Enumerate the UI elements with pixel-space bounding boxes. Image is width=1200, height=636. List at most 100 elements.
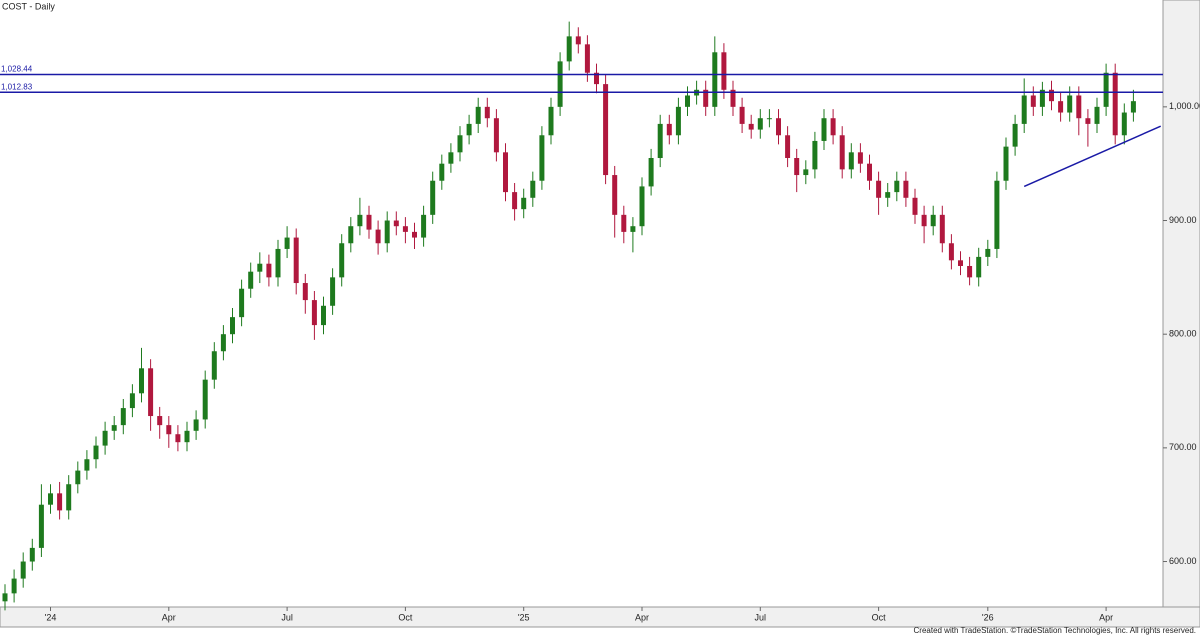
candle-body — [75, 470, 81, 485]
candle-body — [211, 351, 217, 380]
candle-body — [621, 214, 627, 232]
candle-body — [38, 504, 44, 548]
candle-body — [785, 135, 791, 159]
candle-body — [193, 419, 199, 431]
candle-body — [575, 36, 581, 45]
candle-body — [712, 52, 718, 107]
candle-body — [148, 368, 154, 417]
candle-body — [57, 493, 63, 511]
x-tick-label: Jul — [755, 612, 767, 622]
candle-body — [1021, 95, 1027, 124]
candle-body — [685, 95, 690, 107]
candle-body — [84, 459, 90, 471]
candle-body — [648, 158, 654, 187]
candle-body — [666, 123, 672, 136]
candle-body — [284, 237, 290, 249]
candle-body — [493, 118, 499, 153]
candle-body — [439, 163, 445, 181]
candle-body — [821, 118, 827, 141]
x-tick-label: Jul — [281, 612, 293, 622]
x-tick-label: '25 — [518, 612, 530, 622]
candle-body — [184, 430, 190, 443]
candle-body — [330, 277, 336, 306]
candle-body — [175, 434, 181, 443]
candle-body — [521, 197, 527, 210]
candle-body — [239, 288, 245, 318]
candle-body — [220, 334, 226, 352]
candle-body — [139, 368, 144, 394]
candle-body — [120, 408, 126, 426]
candle-body — [430, 180, 436, 215]
y-tick-label: 600.00 — [1169, 556, 1197, 566]
candle-body — [721, 52, 727, 90]
x-tick-label: '24 — [45, 612, 57, 622]
candle-body — [548, 106, 554, 136]
candle-body — [967, 265, 973, 278]
candle-body — [958, 260, 963, 266]
candle-body — [257, 263, 263, 272]
candle-body — [375, 229, 381, 244]
candle-body — [876, 180, 882, 198]
x-axis-panel — [0, 606, 1200, 628]
candle-body — [457, 135, 463, 153]
candle-body — [1130, 101, 1136, 113]
candle-body — [1103, 72, 1109, 107]
level-label: 1,028.44 — [1, 65, 33, 74]
candle-body — [994, 180, 1000, 249]
y-tick-label: 900.00 — [1169, 215, 1197, 225]
candle-body — [639, 186, 645, 227]
candle-body — [102, 430, 108, 446]
trendline — [1023, 125, 1162, 188]
candle-body — [248, 271, 254, 289]
candle-body — [29, 547, 35, 562]
x-tick-label: '26 — [982, 612, 994, 622]
candle-body — [794, 158, 800, 176]
candle-body — [1067, 95, 1073, 113]
candle-body — [630, 226, 636, 232]
candle-body — [603, 84, 609, 176]
candle-body — [448, 152, 454, 164]
candle-body — [730, 89, 736, 107]
candle-body — [903, 180, 909, 198]
candle-body — [703, 89, 709, 107]
candle-body — [384, 220, 390, 244]
candle-body — [11, 578, 17, 594]
candle-body — [612, 175, 618, 215]
candle-body — [1003, 146, 1009, 181]
candle-body — [803, 169, 809, 176]
candle-body — [66, 484, 72, 511]
candle-body — [1112, 72, 1118, 136]
candle-body — [402, 226, 408, 232]
candle-body — [484, 106, 490, 119]
candle-body — [339, 243, 345, 278]
candle-body — [867, 163, 872, 181]
candle-body — [512, 192, 518, 210]
candle-body — [366, 214, 372, 230]
candle-body — [594, 72, 599, 85]
y-axis-panel — [1162, 0, 1200, 608]
candle-body — [166, 425, 172, 435]
candle-body — [302, 283, 308, 301]
candle-body — [766, 118, 772, 120]
candle-body — [566, 36, 572, 62]
x-tick-label: Oct — [872, 612, 887, 622]
candle-body — [748, 123, 754, 130]
candle-body — [657, 123, 663, 159]
candle-body — [1121, 112, 1127, 136]
candle-body — [757, 118, 763, 130]
x-tick-label: Apr — [162, 612, 176, 622]
candle-body — [348, 226, 354, 244]
candle-body — [830, 118, 836, 136]
candle-body — [1094, 106, 1100, 124]
candle-body — [93, 445, 99, 460]
candle-body — [111, 425, 117, 431]
candle-body — [912, 197, 918, 215]
candle-body — [275, 248, 281, 278]
candle-body — [311, 300, 317, 326]
candle-body — [948, 243, 954, 261]
candle-body — [266, 263, 272, 278]
candle-body — [976, 256, 982, 278]
candle-body — [848, 152, 854, 170]
candle-body — [1049, 89, 1054, 102]
candle-body — [1030, 95, 1036, 107]
